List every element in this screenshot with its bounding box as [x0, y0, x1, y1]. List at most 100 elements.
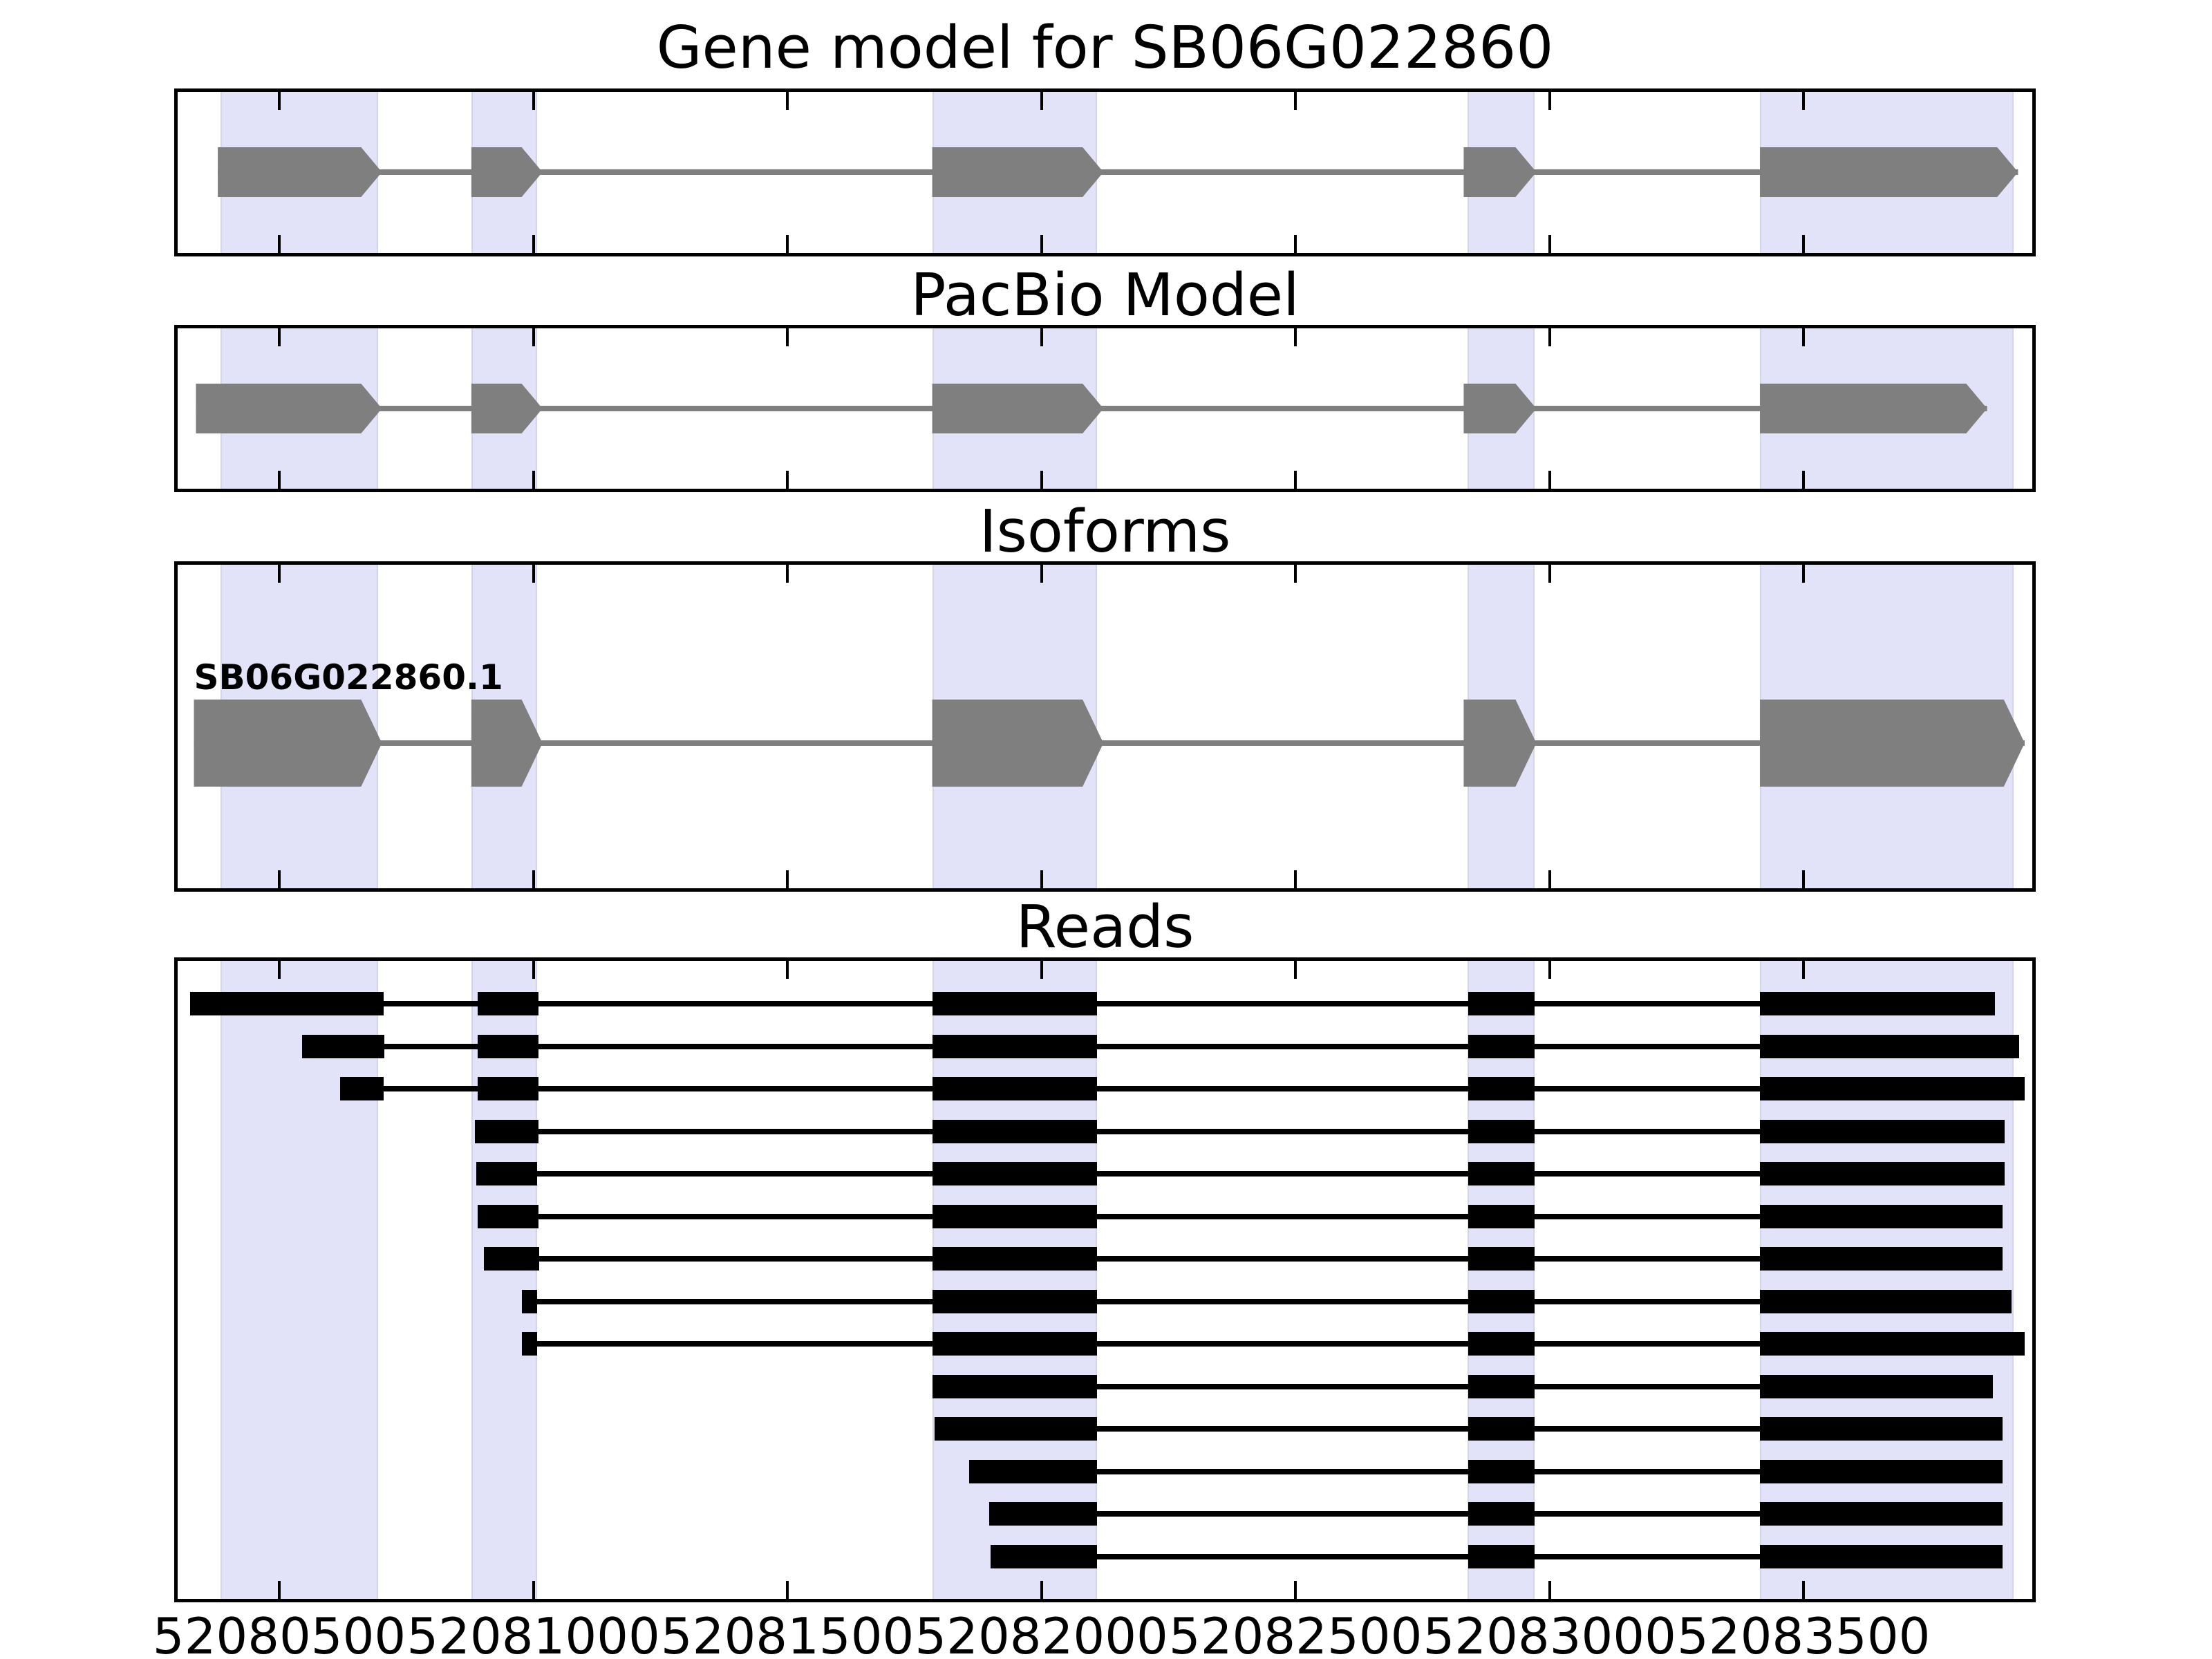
intron-line: [194, 740, 2025, 746]
isoform-shape: [194, 700, 2025, 787]
axis-tick-mark: [1294, 870, 1297, 888]
read-exon-block: [1760, 1374, 1993, 1398]
read-exon-block: [1760, 1544, 2003, 1568]
read-exon-block: [1760, 1034, 2019, 1058]
axis-tick-mark: [1802, 92, 1806, 110]
exon-arrow: [932, 384, 1104, 433]
read-exon-block: [991, 1544, 1098, 1568]
isoforms-panel: SB06G022860.1: [174, 561, 2036, 892]
axis-tick-mark: [1802, 870, 1806, 888]
axis-tick-mark: [1548, 471, 1551, 489]
axis-tick-mark: [532, 92, 535, 110]
read-intron-line: [476, 1171, 2005, 1177]
read-exon-block: [1760, 1247, 2003, 1271]
exon-highlight-band: [932, 961, 1098, 1599]
reads-title: Reads: [1015, 893, 1194, 962]
axis-tick-mark: [1040, 565, 1043, 583]
axis-tick-mark: [1040, 961, 1043, 979]
read-exon-block: [1760, 992, 1996, 1015]
axis-tick-mark: [278, 471, 281, 489]
exon-arrow: [471, 700, 543, 787]
exon-arrow: [471, 384, 543, 433]
exon-arrow: [1463, 147, 1537, 197]
axis-tick-mark: [278, 235, 281, 253]
read-exon-block: [1468, 1077, 1535, 1100]
exon-highlight-band: [1760, 961, 2014, 1599]
axis-tick-mark: [786, 870, 789, 888]
exon-arrow: [471, 147, 543, 197]
read-exon-block: [190, 992, 384, 1015]
axis-tick-mark: [278, 328, 281, 346]
read-intron-line: [521, 1341, 2025, 1347]
axis-tick-mark: [786, 961, 789, 979]
exon-arrow: [194, 700, 382, 787]
axis-tick-mark: [786, 92, 789, 110]
axis-tick-mark: [1802, 328, 1806, 346]
axis-tick-mark: [1802, 235, 1806, 253]
x-tick-label: 52081500: [660, 1607, 915, 1659]
read-exon-block: [521, 1289, 538, 1313]
axis-tick-mark: [278, 1581, 281, 1599]
x-tick-label: 52083000: [1423, 1607, 1676, 1659]
read-exon-block: [477, 1034, 538, 1058]
axis-tick-mark: [1294, 471, 1297, 489]
axis-tick-mark: [1294, 1581, 1297, 1599]
read-exon-block: [1760, 1417, 2003, 1441]
read-exon-block: [932, 1034, 1098, 1058]
read-intron-line: [932, 1383, 1993, 1389]
axis-tick-mark: [1802, 471, 1806, 489]
read-exon-block: [483, 1247, 539, 1271]
x-tick-label: 52080500: [152, 1607, 406, 1659]
axis-tick-mark: [1294, 92, 1297, 110]
read-exon-block: [1760, 1162, 2005, 1185]
axis-tick-mark: [532, 471, 535, 489]
read-exon-block: [1468, 1247, 1535, 1271]
axis-tick-mark: [1548, 870, 1551, 888]
exon-highlight-band: [221, 961, 379, 1599]
axis-tick-mark: [786, 565, 789, 583]
axis-tick-mark: [1294, 235, 1297, 253]
axis-tick-mark: [1548, 328, 1551, 346]
axis-tick-mark: [1548, 1581, 1551, 1599]
pacbio-model-shape: [196, 384, 1987, 433]
axis-tick-mark: [1548, 565, 1551, 583]
read-exon-block: [1760, 1077, 2025, 1100]
read-exon-block: [932, 1162, 1098, 1185]
read-exon-block: [477, 1077, 538, 1100]
axis-tick-mark: [786, 328, 789, 346]
gene-model-title: Gene model for SB06G022860: [656, 14, 1554, 82]
read-exon-block: [932, 1289, 1098, 1313]
isoform-label: SB06G022860.1: [194, 657, 503, 697]
exon-arrow: [1463, 384, 1537, 433]
axis-tick-mark: [1548, 92, 1551, 110]
read-exon-block: [932, 1204, 1098, 1228]
read-exon-block: [1468, 1417, 1535, 1441]
axis-tick-mark: [1802, 961, 1806, 979]
read-exon-block: [932, 1374, 1098, 1398]
axis-tick-mark: [532, 961, 535, 979]
x-tick-label: 52082500: [1168, 1607, 1423, 1659]
isoforms-title: Isoforms: [979, 498, 1231, 566]
gene-model-shape: [218, 147, 2018, 197]
read-exon-block: [1468, 1162, 1535, 1185]
read-exon-block: [302, 1034, 385, 1058]
read-exon-block: [935, 1417, 1098, 1441]
exon-arrow: [196, 384, 382, 433]
axis-tick-mark: [1040, 235, 1043, 253]
axis-tick-mark: [1040, 870, 1043, 888]
read-exon-block: [1468, 1459, 1535, 1483]
axis-tick-mark: [278, 961, 281, 979]
axis-tick-mark: [532, 870, 535, 888]
read-exon-block: [932, 1247, 1098, 1271]
read-exon-block: [1468, 1332, 1535, 1356]
read-exon-block: [1468, 1204, 1535, 1228]
read-exon-block: [1760, 1502, 2003, 1526]
exon-arrow: [1760, 384, 1987, 433]
read-exon-block: [1760, 1459, 2003, 1483]
axis-tick-mark: [786, 235, 789, 253]
axis-tick-mark: [532, 328, 535, 346]
read-intron-line: [521, 1298, 2012, 1304]
exon-arrow: [1760, 147, 2018, 197]
read-intron-line: [475, 1128, 2005, 1134]
